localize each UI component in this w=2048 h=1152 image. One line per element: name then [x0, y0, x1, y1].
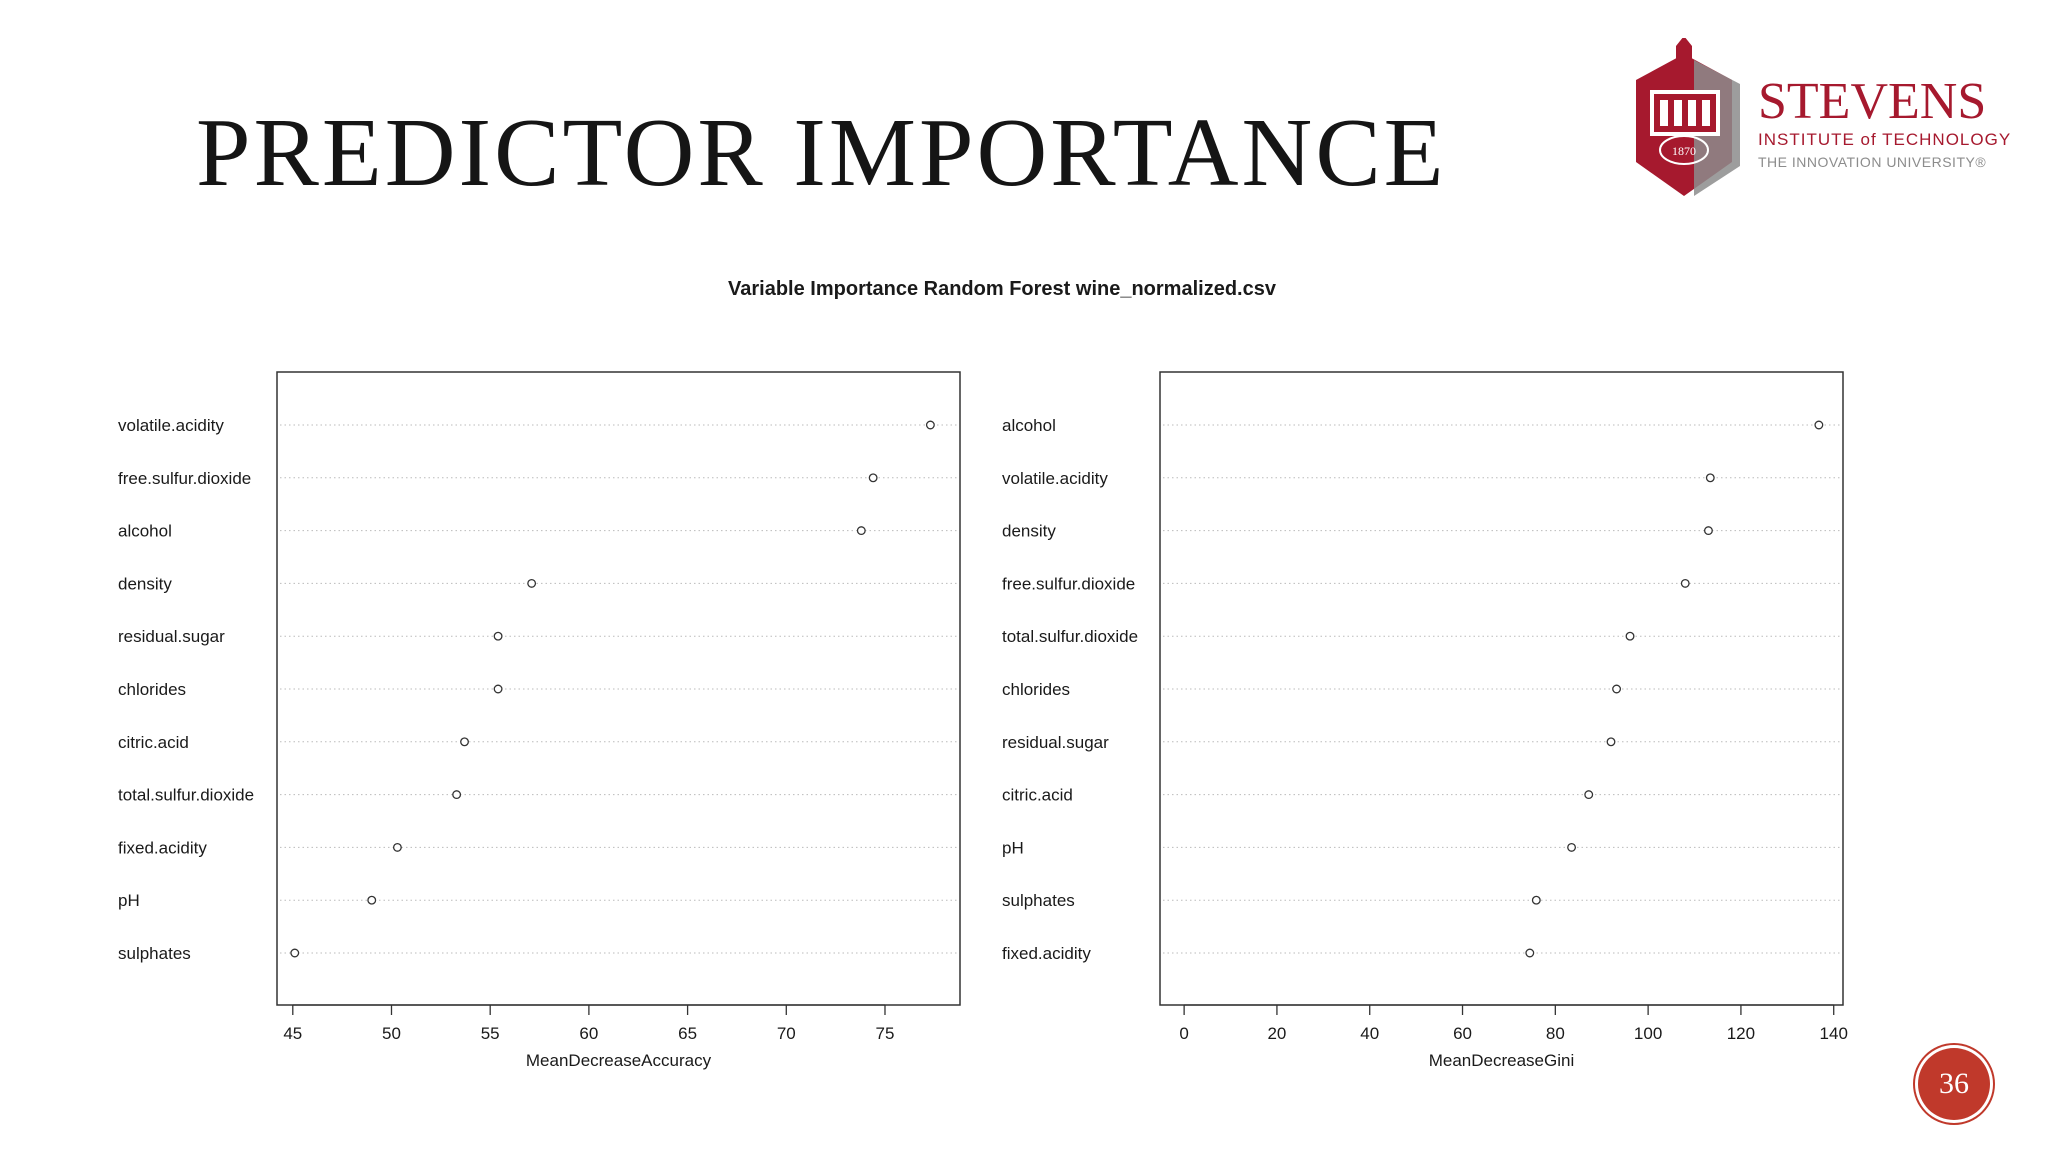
x-tick-label: 45	[283, 1024, 302, 1043]
category-label: volatile.acidity	[1002, 469, 1108, 488]
category-label: fixed.acidity	[118, 838, 207, 857]
slide-title: PREDICTOR IMPORTANCE	[196, 99, 1447, 207]
category-label: density	[1002, 522, 1056, 541]
x-tick-label: 50	[382, 1024, 401, 1043]
data-point	[1606, 737, 1616, 747]
data-point	[1814, 420, 1824, 430]
data-point	[460, 737, 469, 747]
shield-emblem: 1870	[1636, 38, 1740, 196]
stevens-logo: 1870 STEVENS INSTITUTE of TECHNOLOGY THE…	[1636, 38, 2011, 196]
data-point	[290, 948, 300, 958]
x-axis-label: MeanDecreaseGini	[1429, 1051, 1575, 1070]
category-label: pH	[1002, 838, 1024, 857]
category-label: residual.sugar	[1002, 733, 1109, 752]
data-point	[493, 631, 503, 641]
data-point	[392, 842, 402, 852]
x-tick-label: 100	[1634, 1024, 1662, 1043]
logo-line2: THE INNOVATION UNIVERSITY®	[1758, 154, 1986, 170]
data-point	[1612, 684, 1622, 694]
x-tick-label: 55	[481, 1024, 500, 1043]
x-tick-label: 40	[1360, 1024, 1379, 1043]
data-point	[1584, 790, 1594, 800]
category-label: alcohol	[118, 522, 172, 541]
x-tick-label: 0	[1179, 1024, 1188, 1043]
data-point	[925, 420, 935, 430]
logo-line1: INSTITUTE of TECHNOLOGY	[1758, 130, 2011, 149]
data-point	[868, 473, 878, 483]
category-label: chlorides	[1002, 680, 1070, 699]
data-point	[527, 578, 537, 588]
data-point	[452, 790, 462, 800]
category-label: chlorides	[118, 680, 186, 699]
data-point	[1703, 526, 1713, 536]
x-tick-label: 60	[579, 1024, 598, 1043]
category-label: residual.sugar	[118, 627, 225, 646]
data-point	[1567, 842, 1577, 852]
x-tick-label: 80	[1546, 1024, 1565, 1043]
data-point	[1625, 631, 1635, 641]
data-point	[1525, 948, 1535, 958]
x-tick-label: 75	[876, 1024, 895, 1043]
logo-name: STEVENS	[1758, 73, 1986, 130]
x-tick-label: 140	[1820, 1024, 1848, 1043]
category-label: free.sulfur.dioxide	[1002, 574, 1135, 593]
category-label: sulphates	[118, 944, 191, 963]
data-point	[856, 526, 866, 536]
data-point	[1705, 473, 1715, 483]
x-tick-label: 120	[1727, 1024, 1755, 1043]
x-tick-label: 65	[678, 1024, 697, 1043]
category-label: density	[118, 574, 172, 593]
x-axis-label: MeanDecreaseAccuracy	[526, 1051, 712, 1070]
page-number-badge: 36	[1918, 1048, 1990, 1120]
category-label: total.sulfur.dioxide	[1002, 627, 1138, 646]
category-label: alcohol	[1002, 416, 1056, 435]
data-point	[493, 684, 503, 694]
category-label: sulphates	[1002, 891, 1075, 910]
category-label: free.sulfur.dioxide	[118, 469, 251, 488]
chart-title: Variable Importance Random Forest wine_n…	[728, 278, 1277, 300]
data-point	[1680, 578, 1690, 588]
category-label: total.sulfur.dioxide	[118, 786, 254, 805]
category-label: volatile.acidity	[118, 416, 224, 435]
data-point	[1531, 895, 1541, 905]
category-label: citric.acid	[118, 733, 189, 752]
x-tick-label: 20	[1267, 1024, 1286, 1043]
x-tick-label: 60	[1453, 1024, 1472, 1043]
x-tick-label: 70	[777, 1024, 796, 1043]
data-point	[367, 895, 377, 905]
category-label: fixed.acidity	[1002, 944, 1091, 963]
logo-year: 1870	[1672, 144, 1696, 158]
category-label: pH	[118, 891, 140, 910]
category-label: citric.acid	[1002, 786, 1073, 805]
